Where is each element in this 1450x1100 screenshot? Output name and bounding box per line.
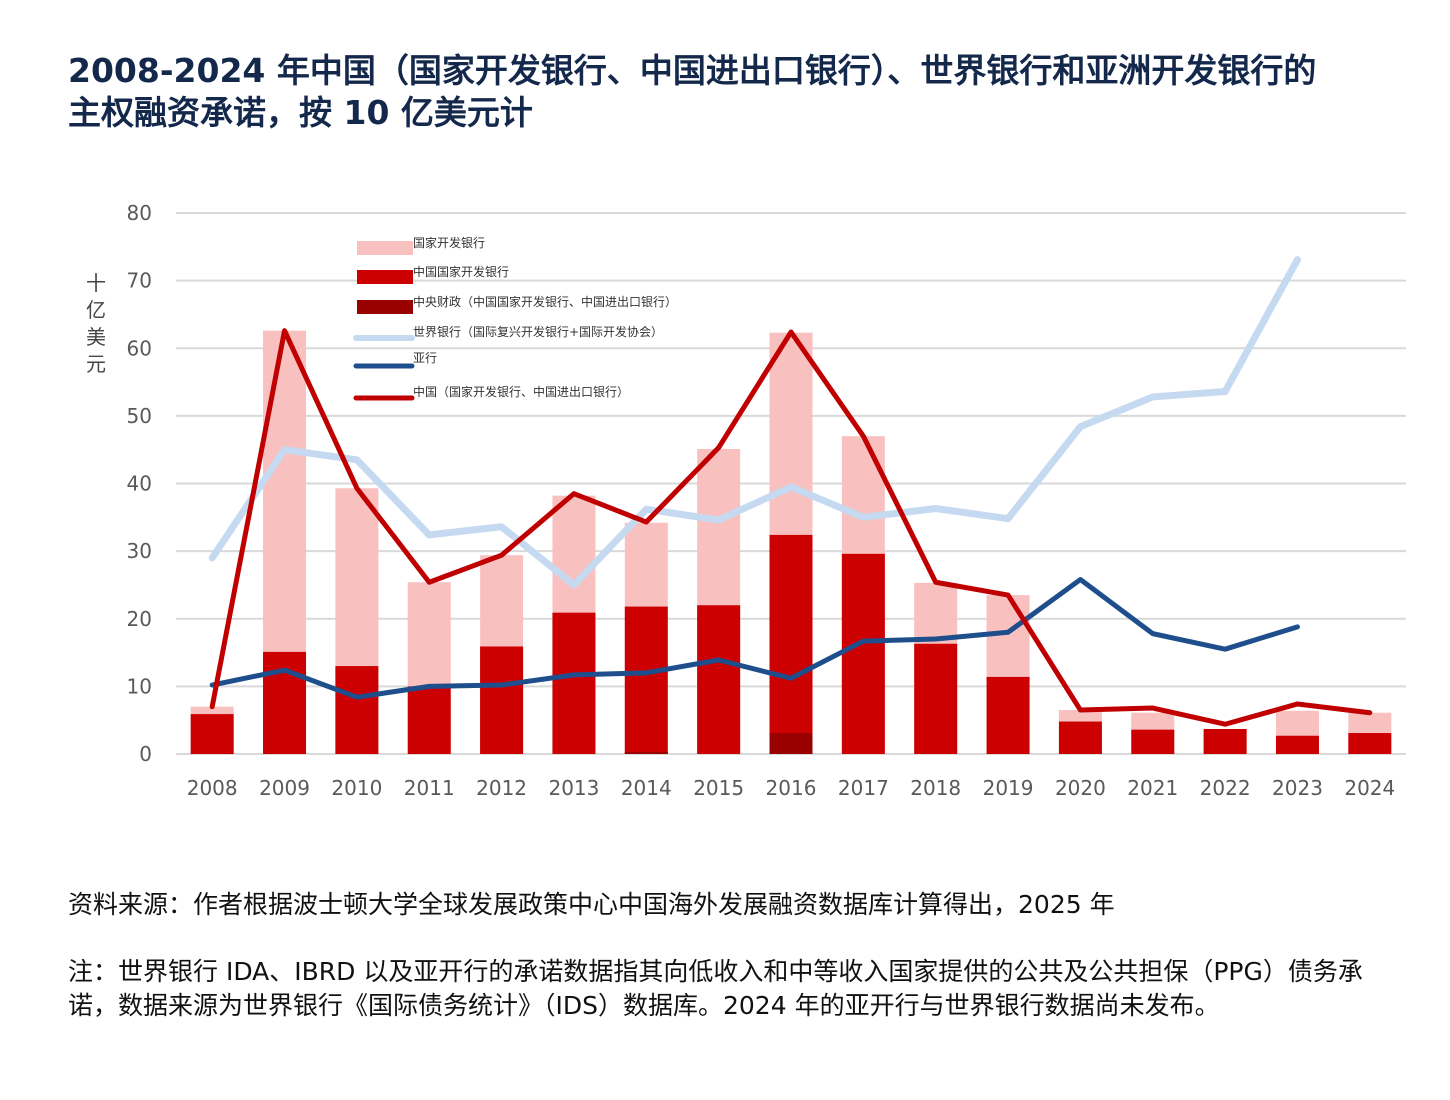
bar-cdb xyxy=(1348,733,1392,754)
x-tick-label: 2022 xyxy=(1200,776,1251,800)
lines xyxy=(208,256,1373,727)
y-tick-label: 70 xyxy=(127,269,152,293)
legend-label: 中央财政（中国国家开发银行、中国进出口银行） xyxy=(413,294,677,309)
legend-label: 国家开发银行 xyxy=(413,235,485,250)
bar-cdb xyxy=(1058,721,1102,754)
bars xyxy=(190,330,1392,754)
chart-title: 2008-2024 年中国（国家开发银行、中国进出口银行）、世界银行和亚洲开发银… xyxy=(68,50,1448,134)
y-tick-label: 10 xyxy=(127,674,152,698)
bar-cdb xyxy=(697,605,741,754)
y-tick-label: 30 xyxy=(127,539,152,563)
legend-swatch xyxy=(357,270,413,284)
bar-cdb xyxy=(769,534,813,754)
chart-title-line-2: 主权融资承诺，按 10 亿美元计 xyxy=(68,93,533,132)
y-tick-label: 80 xyxy=(127,201,152,225)
y-tick-label: 40 xyxy=(127,472,152,496)
bar-cdb xyxy=(841,553,885,754)
bar-central-finance xyxy=(769,733,813,754)
bar-cdb xyxy=(624,606,668,754)
y-axis-label-char: 十 xyxy=(86,271,106,295)
x-tick-label: 2018 xyxy=(910,776,961,800)
source-note: 资料来源：作者根据波士顿大学全球发展政策中心中国海外发展融资数据库计算得出，20… xyxy=(68,890,1115,919)
x-tick-label: 2012 xyxy=(476,776,527,800)
y-axis-label-char: 亿 xyxy=(86,298,106,322)
bar-cdb xyxy=(480,646,524,754)
x-tick-label: 2024 xyxy=(1344,776,1395,800)
x-tick-label: 2011 xyxy=(404,776,455,800)
x-tick-label: 2023 xyxy=(1272,776,1323,800)
x-tick-label: 2020 xyxy=(1055,776,1106,800)
x-tick-label: 2021 xyxy=(1127,776,1178,800)
legend-swatch xyxy=(357,241,413,255)
bar-cdb xyxy=(407,686,451,754)
bar-central-finance xyxy=(624,751,668,754)
x-axis-ticks: 2008 2009 2010 2011 2012 2013 2014 2015 2016 2017… xyxy=(187,776,1396,800)
bar-cdb xyxy=(335,666,379,754)
x-tick-label: 2015 xyxy=(693,776,744,800)
legend-label: 中国国家开发银行 xyxy=(413,264,509,279)
line-adb xyxy=(209,577,1300,700)
chart-title-line-1: 2008-2024 年中国（国家开发银行、中国进出口银行）、世界银行和亚洲开发银… xyxy=(68,51,1317,90)
x-tick-label: 2013 xyxy=(548,776,599,800)
legend-label: 中国（国家开发银行、中国进出口银行） xyxy=(413,384,629,399)
bar-cdb xyxy=(1275,735,1319,754)
y-tick-label: 60 xyxy=(127,336,152,360)
y-tick-label: 20 xyxy=(127,607,152,631)
legend-label: 亚行 xyxy=(413,351,437,365)
y-axis-ticks: 0 10 20 30 40 50 60 70 80 xyxy=(127,201,152,766)
bar-cdb xyxy=(552,612,596,754)
y-tick-label: 50 xyxy=(127,404,152,428)
legend-label: 世界银行（国际复兴开发银行+国际开发协会） xyxy=(413,324,663,339)
bar-cdb xyxy=(914,643,958,754)
x-tick-label: 2017 xyxy=(838,776,889,800)
bar-cdb xyxy=(263,651,307,754)
x-tick-label: 2016 xyxy=(766,776,817,800)
y-axis-label-char: 美 xyxy=(86,325,106,349)
bar-cdb xyxy=(190,714,234,754)
footnote: 注：世界银行 IDA、IBRD 以及亚开行的承诺数据指其向低收入和中等收入国家提… xyxy=(68,957,1363,1020)
y-tick-label: 0 xyxy=(139,742,152,766)
x-tick-label: 2010 xyxy=(331,776,382,800)
x-tick-label: 2009 xyxy=(259,776,310,800)
bar-cdb xyxy=(986,676,1030,754)
y-axis-label-char: 元 xyxy=(86,352,106,376)
bar-cdb xyxy=(1131,729,1175,754)
legend-swatch xyxy=(357,300,413,314)
x-tick-label: 2014 xyxy=(621,776,672,800)
line-world-bank xyxy=(208,256,1301,589)
x-tick-label: 2019 xyxy=(983,776,1034,800)
x-tick-label: 2008 xyxy=(187,776,238,800)
bar-cdb xyxy=(1203,728,1247,754)
